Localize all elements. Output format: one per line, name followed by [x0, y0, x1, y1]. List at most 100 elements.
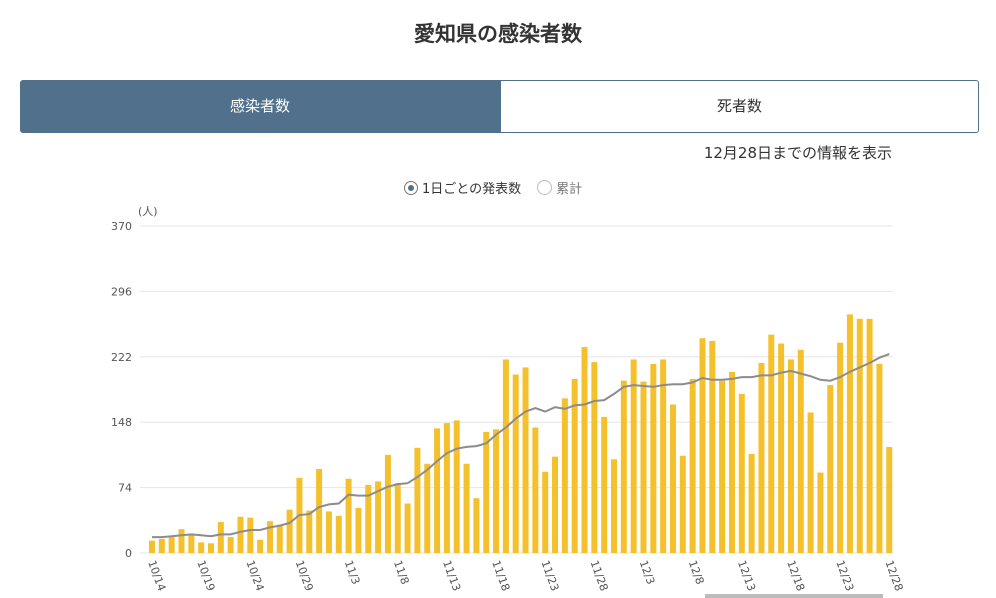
bar — [797, 349, 804, 553]
bar — [443, 423, 450, 553]
x-tick-label: 11/23 — [538, 559, 561, 593]
x-tick-label: 12/13 — [735, 559, 758, 593]
bar — [286, 509, 293, 553]
bar — [699, 338, 706, 553]
bar — [552, 456, 559, 553]
x-tick-label: 10/24 — [243, 559, 266, 593]
bar — [630, 359, 637, 553]
toggle[interactable]: 累計 — [537, 178, 582, 197]
bar — [178, 529, 185, 553]
bar — [738, 393, 745, 553]
bar — [620, 380, 627, 553]
bar — [837, 342, 844, 553]
bar — [591, 362, 598, 553]
bar — [512, 374, 519, 553]
bar — [542, 471, 549, 553]
bar — [394, 483, 401, 553]
bar — [669, 404, 676, 553]
bar — [758, 362, 765, 553]
bar — [266, 521, 273, 553]
bar — [502, 359, 509, 553]
bar — [483, 431, 490, 553]
bar — [227, 537, 234, 553]
bar — [188, 535, 195, 553]
bar — [345, 478, 352, 553]
y-tick-label: 148 — [111, 416, 132, 429]
tab[interactable]: 死者数 — [500, 80, 979, 133]
y-tick-label: 74 — [118, 482, 132, 495]
bar — [571, 378, 578, 553]
note: 12月28日までの情報を表示 — [703, 144, 892, 162]
page-title: 愛知県の感染者数 — [414, 22, 582, 46]
bar — [728, 371, 735, 553]
bar — [453, 420, 460, 553]
line — [152, 353, 890, 539]
unit-label: (人) — [138, 205, 158, 218]
x-tick-label: 11/8 — [391, 559, 412, 587]
bar — [640, 381, 647, 553]
bar — [787, 359, 794, 553]
bar — [463, 463, 470, 553]
y-tick-label: 370 — [111, 220, 132, 233]
bar — [306, 510, 313, 553]
bar — [355, 507, 362, 553]
bar — [778, 343, 785, 553]
bar — [532, 427, 539, 553]
bar — [316, 469, 323, 553]
toggle[interactable]: 1日ごとの発表数 — [404, 178, 521, 197]
bar — [807, 412, 814, 553]
bar — [168, 537, 175, 553]
bar — [886, 446, 893, 553]
bar — [601, 416, 608, 553]
y-tick-label: 222 — [111, 351, 132, 364]
y-tick-label: 0 — [125, 547, 132, 560]
x-tick-label: 10/29 — [293, 559, 316, 593]
bar — [679, 455, 686, 553]
toggle-group: 1日ごとの発表数 累計 — [404, 178, 582, 197]
bar — [424, 463, 431, 553]
x-tick-label: 11/28 — [588, 559, 611, 593]
bar — [522, 367, 529, 553]
bar — [611, 459, 618, 553]
bar — [247, 517, 254, 553]
bar — [856, 318, 863, 553]
bar — [660, 359, 667, 553]
x-tick-label: 12/18 — [784, 559, 807, 593]
bar — [748, 454, 755, 553]
bar — [561, 398, 568, 553]
bar — [207, 543, 214, 553]
bar — [375, 481, 382, 553]
bar — [325, 511, 332, 553]
x-tick-label: 12/28 — [882, 559, 905, 593]
x-tick-label: 12/8 — [686, 559, 707, 587]
x-tick-label: 12/3 — [637, 559, 658, 587]
bar — [827, 385, 834, 553]
bar — [719, 380, 726, 553]
bar — [365, 484, 372, 553]
scrollbar[interactable] — [705, 594, 883, 598]
tab[interactable]: 感染者数 — [20, 80, 500, 133]
bar — [276, 524, 283, 553]
y-tick-label: 296 — [111, 285, 132, 298]
bar — [434, 428, 441, 553]
bar — [689, 378, 696, 553]
x-tick-label: 12/23 — [833, 559, 856, 593]
bar — [876, 363, 883, 553]
bar — [473, 498, 480, 553]
x-tick-label: 11/3 — [342, 559, 363, 587]
bar — [404, 503, 411, 553]
bar — [817, 472, 824, 553]
bar — [768, 334, 775, 553]
bar — [384, 454, 391, 553]
bar — [217, 522, 224, 553]
bar — [414, 447, 421, 553]
x-tick-label: 10/14 — [145, 559, 168, 593]
x-tick-label: 11/13 — [440, 559, 463, 593]
bar — [158, 538, 165, 553]
bar — [709, 340, 716, 553]
bar — [335, 515, 342, 553]
bar — [866, 318, 873, 553]
bar — [198, 542, 205, 553]
